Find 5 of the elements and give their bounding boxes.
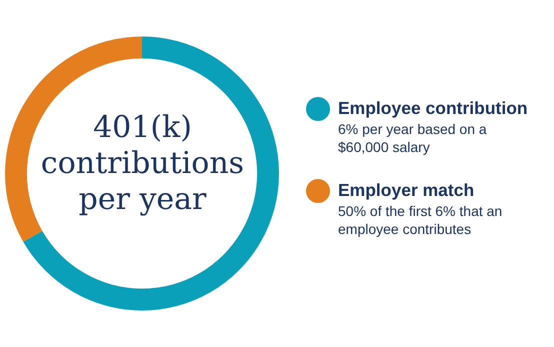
text: 401(k) contributions per year bbox=[40, 110, 246, 218]
text: 50% of the first 6% that an employee contributes bbox=[338, 202, 504, 238]
text: 6% per year based on a $60,000 salary bbox=[338, 120, 488, 156]
legend-label: Employer match bbox=[338, 179, 476, 202]
legend-label: Employee contribution bbox=[338, 97, 529, 120]
